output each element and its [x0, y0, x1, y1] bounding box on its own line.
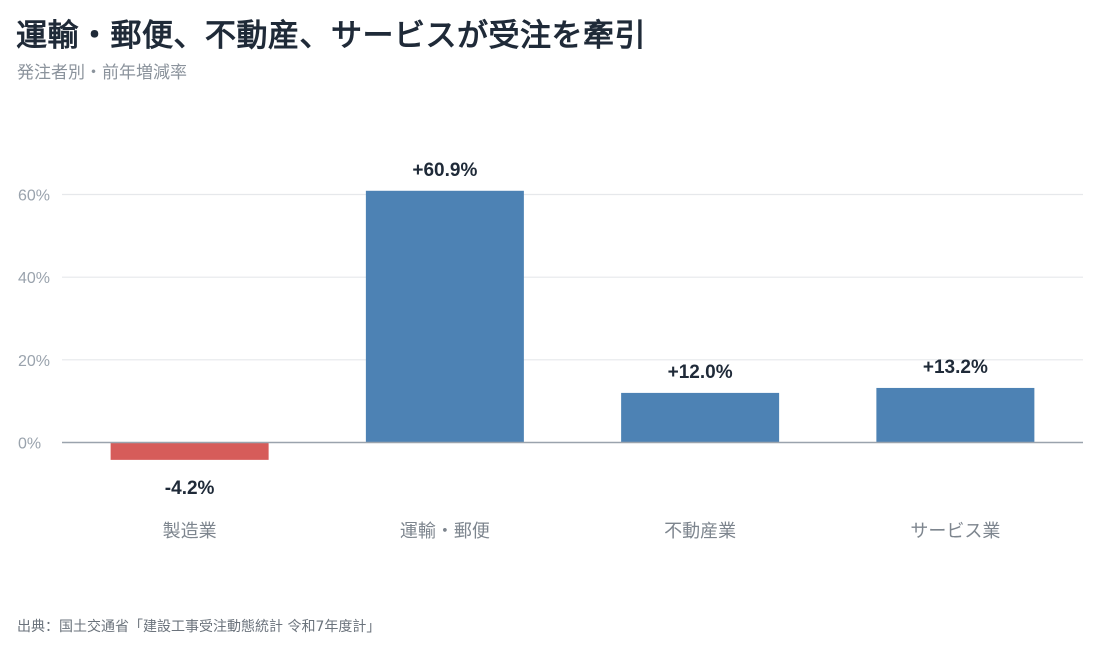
category-label: 製造業	[163, 521, 217, 542]
chart-subtitle: 発注者別・前年増減率	[17, 63, 187, 83]
data-label: -4.2%	[165, 478, 215, 499]
bar	[621, 392, 780, 443]
data-label: +13.2%	[923, 357, 988, 378]
bar	[110, 442, 269, 460]
y-tick-label: 20%	[18, 353, 50, 370]
category-label: 運輸・郵便	[400, 521, 490, 542]
source-note: 出典：国土交通省「建設工事受注動態統計 令和7年度計」	[17, 619, 381, 635]
y-tick-label: 60%	[18, 188, 50, 205]
bar-chart: 0% 20% 40% 60% -4.2% 製造業 +60.9% 運輸・郵便 +12.0% 不動産業…	[18, 160, 1083, 542]
y-tick-label: 40%	[18, 270, 50, 287]
chart-title: 運輸・郵便、不動産、サービスが受注を牽引	[16, 18, 646, 54]
data-label: +60.9%	[412, 160, 477, 181]
category-label: 不動産業	[664, 521, 736, 542]
category-label: サービス業	[910, 521, 1000, 542]
bar	[876, 387, 1035, 443]
data-label: +12.0%	[668, 362, 733, 383]
y-tick-label: 0%	[18, 436, 41, 453]
bar	[365, 190, 524, 443]
